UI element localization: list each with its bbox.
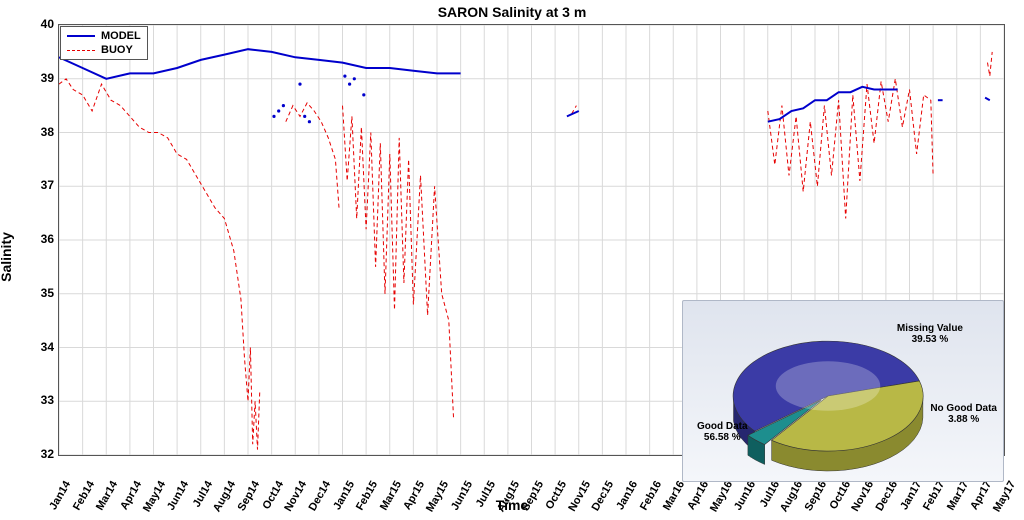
legend-label: MODEL bbox=[101, 29, 141, 43]
y-tick-label: 38 bbox=[41, 125, 54, 139]
series-model bbox=[59, 49, 990, 122]
legend-label: BUOY bbox=[101, 43, 133, 57]
legend-line-icon bbox=[67, 35, 95, 37]
y-tick-label: 39 bbox=[41, 71, 54, 85]
y-tick-label: 34 bbox=[41, 340, 54, 354]
y-tick-label: 32 bbox=[41, 447, 54, 461]
pie-label-good-data: Good Data56.58 % bbox=[697, 421, 748, 443]
y-tick-label: 37 bbox=[41, 178, 54, 192]
legend-item-model: MODEL bbox=[67, 29, 141, 43]
y-tick-label: 35 bbox=[41, 286, 54, 300]
pie-inset: Good Data56.58 % Missing Value39.53 % No… bbox=[682, 300, 1004, 482]
y-tick-label: 36 bbox=[41, 232, 54, 246]
chart-title: SARON Salinity at 3 m bbox=[8, 4, 1016, 20]
pie-label-missing: Missing Value39.53 % bbox=[897, 323, 963, 345]
legend: MODEL BUOY bbox=[60, 26, 148, 60]
legend-line-icon bbox=[67, 50, 95, 51]
y-tick-label: 40 bbox=[41, 17, 54, 31]
legend-item-buoy: BUOY bbox=[67, 43, 141, 57]
pie-label-no-good: No Good Data3.88 % bbox=[930, 403, 997, 425]
time-series-chart: SARON Salinity at 3 m Salinity Time 3233… bbox=[8, 4, 1016, 510]
y-tick-label: 33 bbox=[41, 393, 54, 407]
y-axis-label: Salinity bbox=[0, 232, 14, 282]
